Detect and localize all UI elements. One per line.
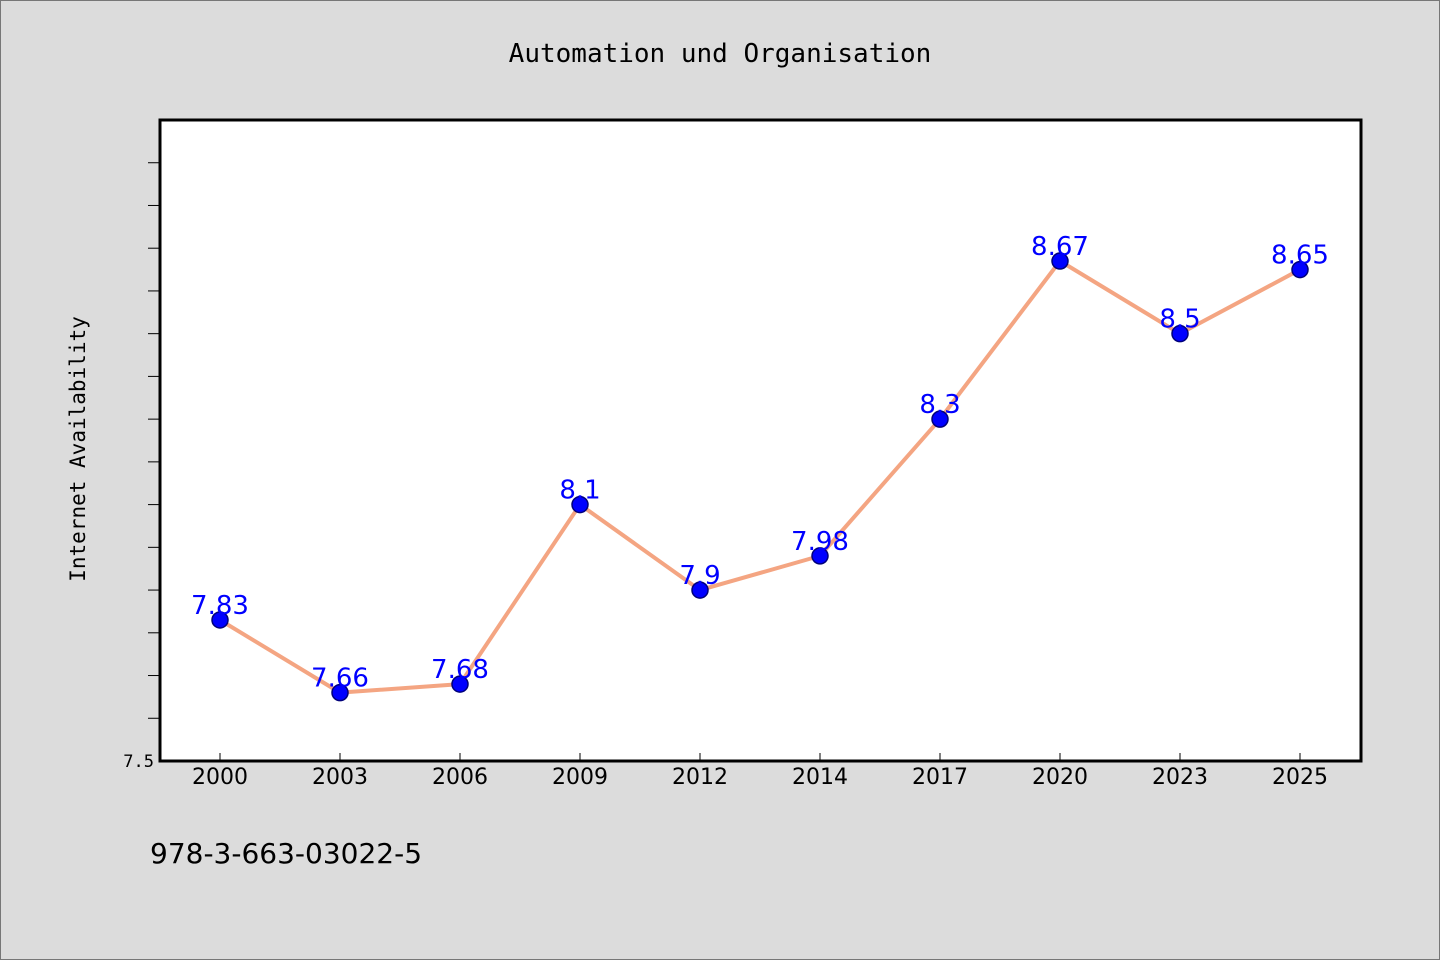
x-tick-label: 2017 <box>912 765 968 790</box>
data-label: 8.67 <box>1031 232 1089 262</box>
data-point <box>211 611 229 629</box>
data-value-labels: 7.83 7.66 7.68 8.1 7.9 7.98 8.3 8.67 8.5 8.65 <box>191 232 1329 694</box>
plot-area <box>158 118 1363 763</box>
data-label: 7.66 <box>311 664 369 694</box>
data-label: 7.68 <box>431 655 489 685</box>
data-point <box>691 581 709 599</box>
data-point <box>1171 324 1189 343</box>
data-point <box>451 675 469 693</box>
x-tick-label: 2000 <box>192 765 248 790</box>
x-axis-tick-labels: 2000 2003 2006 2009 2012 2014 2017 2020 2023 2025 <box>192 765 1328 790</box>
x-axis-ticks <box>219 753 1301 761</box>
data-label: 8.65 <box>1271 241 1329 271</box>
x-tick-label: 2009 <box>552 765 608 790</box>
x-tick-label: 2020 <box>1032 765 1088 790</box>
data-point <box>1291 260 1309 279</box>
y-axis-label: Internet Availability <box>66 316 90 582</box>
y-axis-tick-labels: 7.5 <box>123 752 154 772</box>
data-label: 8.3 <box>919 390 960 420</box>
data-label: 7.83 <box>191 591 249 621</box>
footer-text: 978-3-663-03022-5 <box>150 837 422 870</box>
data-label: 8.5 <box>1159 305 1200 335</box>
chart-title: Automation und Organisation <box>509 39 932 69</box>
x-tick-label: 2025 <box>1272 765 1328 790</box>
data-point <box>931 410 949 428</box>
x-tick-label: 2006 <box>432 765 488 790</box>
x-tick-label: 2012 <box>672 765 728 790</box>
data-markers <box>211 252 1309 702</box>
data-label: 7.98 <box>791 527 849 557</box>
data-label: 8.1 <box>559 476 600 506</box>
x-tick-label: 2003 <box>312 765 368 790</box>
x-tick-label: 2023 <box>1152 765 1208 790</box>
x-tick-label: 2014 <box>792 765 848 790</box>
data-point <box>571 495 589 514</box>
data-point <box>811 547 829 565</box>
data-point <box>1051 252 1069 270</box>
y-axis-ticks <box>148 162 160 719</box>
y-tick-label: 7.5 <box>123 752 154 772</box>
data-point <box>331 683 349 702</box>
data-series: 7.83 7.66 7.68 8.1 7.9 7.98 8.3 8.67 8.5 8.65 <box>191 232 1329 702</box>
data-label: 7.9 <box>679 561 720 591</box>
series-line <box>218 259 1302 695</box>
